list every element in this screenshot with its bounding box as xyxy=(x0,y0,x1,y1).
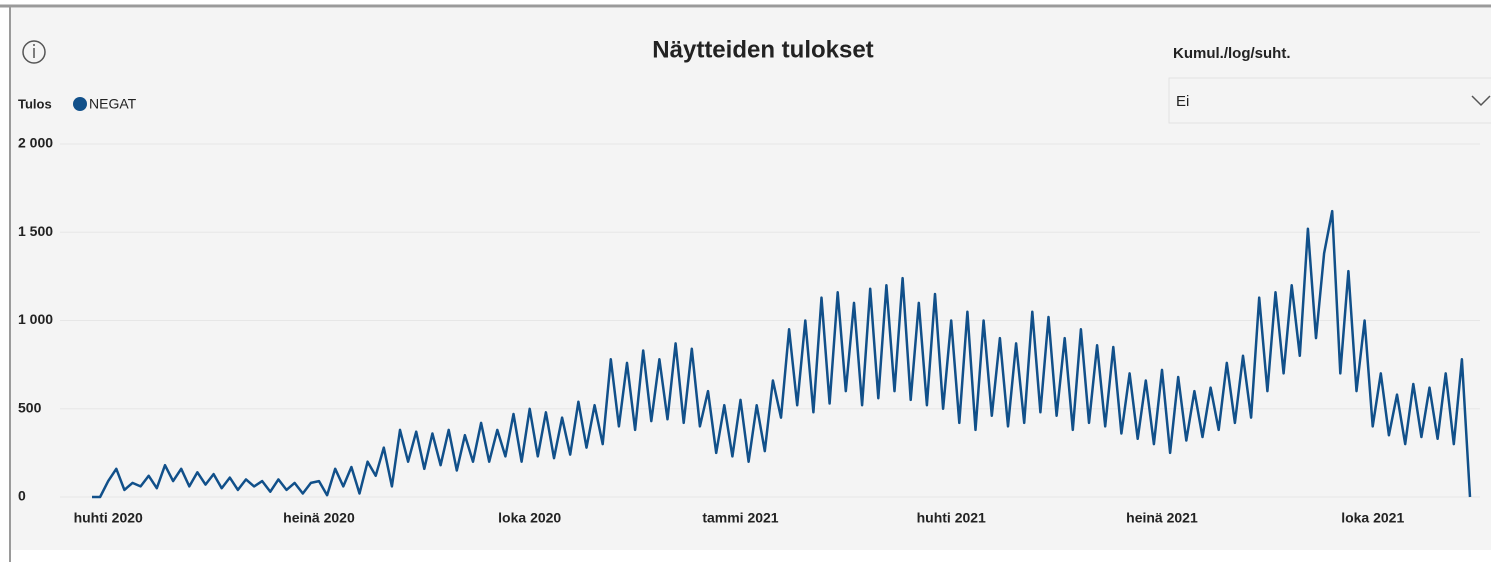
slicer-value: Ei xyxy=(1176,93,1189,110)
legend-label: NEGAT xyxy=(89,96,137,112)
slicer-label: Kumul./log/suht. xyxy=(1173,45,1291,62)
dropdown-chevron xyxy=(1471,95,1491,107)
line-series xyxy=(92,209,1472,499)
y-tick-label: 2 000 xyxy=(18,135,53,151)
y-tick-label: 0 xyxy=(18,488,26,504)
slicer-dropdown[interactable] xyxy=(1168,77,1491,124)
info-icon-dot xyxy=(33,44,35,46)
info-icon[interactable] xyxy=(22,40,46,64)
x-tick-label: heinä 2020 xyxy=(283,510,355,526)
x-tick-label: loka 2021 xyxy=(1341,510,1404,526)
x-tick-label: huhti 2020 xyxy=(74,510,143,526)
y-tick-label: 500 xyxy=(18,399,42,415)
chart-title: Näytteiden tulokset xyxy=(652,36,873,63)
x-tick-label: tammi 2021 xyxy=(702,510,778,526)
legend-title: Tulos xyxy=(18,96,52,111)
x-tick-label: heinä 2021 xyxy=(1126,510,1198,526)
y-tick-label: 1 500 xyxy=(18,223,53,239)
legend-marker xyxy=(73,97,87,111)
x-tick-label: huhti 2021 xyxy=(917,510,986,526)
y-tick-label: 1 000 xyxy=(18,311,53,327)
x-tick-label: loka 2020 xyxy=(498,510,561,526)
